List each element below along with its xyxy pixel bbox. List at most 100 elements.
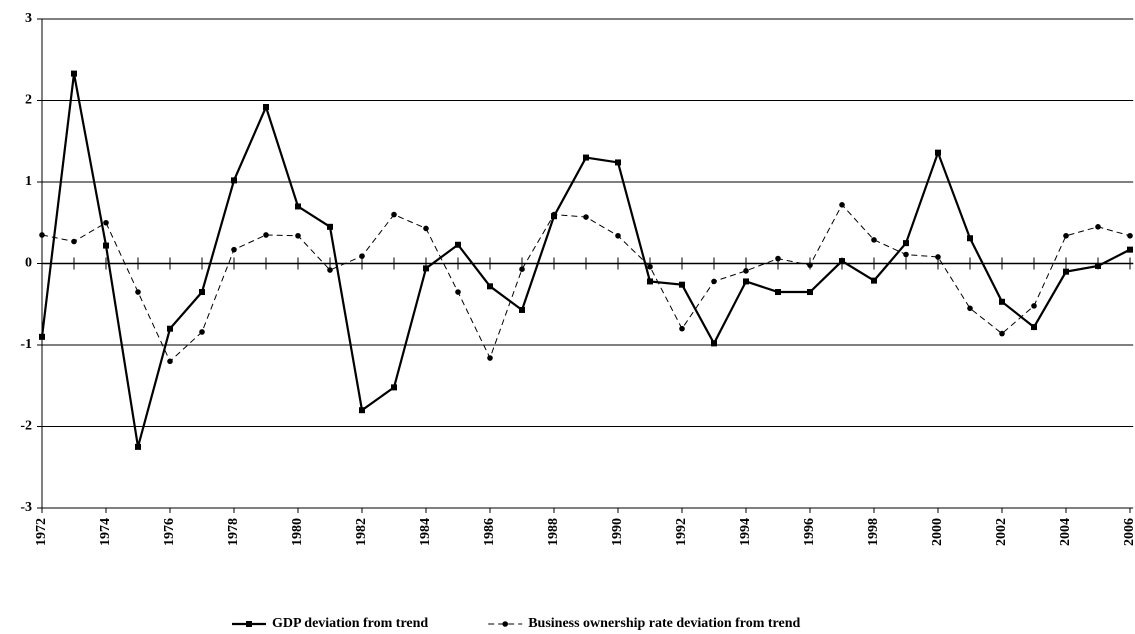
y-tick-label: -1 — [20, 337, 32, 352]
y-tick-label: -3 — [20, 500, 32, 515]
marker — [423, 265, 429, 272]
marker — [999, 330, 1005, 337]
marker — [455, 241, 461, 248]
marker — [135, 443, 141, 450]
legend-label: Business ownership rate deviation from t… — [528, 616, 800, 631]
marker — [967, 305, 973, 312]
marker — [871, 277, 877, 284]
marker — [487, 355, 493, 361]
marker — [423, 225, 429, 232]
x-tick-label: 1988 — [546, 518, 561, 546]
marker — [1063, 232, 1069, 239]
marker — [775, 289, 781, 296]
marker — [615, 232, 621, 239]
marker — [647, 278, 653, 285]
x-tick-label: 2002 — [994, 518, 1009, 546]
marker — [743, 278, 749, 285]
marker — [1031, 324, 1037, 331]
y-tick-label: 3 — [25, 11, 32, 26]
marker — [1127, 246, 1133, 253]
x-tick-label: 1972 — [34, 518, 49, 546]
marker — [935, 254, 941, 260]
x-tick-label: 1992 — [674, 518, 689, 546]
marker — [935, 149, 941, 156]
marker — [807, 262, 813, 268]
marker — [519, 266, 525, 273]
marker — [775, 255, 781, 262]
marker — [103, 242, 109, 249]
legend-item: GDP deviation from trend — [232, 616, 428, 631]
x-tick-label: 1980 — [290, 518, 305, 546]
marker — [231, 177, 237, 184]
marker — [359, 253, 365, 259]
marker — [583, 154, 589, 161]
marker — [295, 232, 301, 239]
x-tick-label: 1990 — [610, 518, 625, 546]
marker — [135, 289, 141, 295]
marker — [1095, 262, 1101, 269]
marker — [1063, 268, 1069, 275]
marker — [39, 232, 45, 238]
x-tick-label: 2006 — [1122, 518, 1135, 546]
marker — [903, 251, 909, 258]
marker — [711, 278, 717, 285]
marker — [967, 235, 973, 242]
marker — [263, 232, 269, 238]
marker — [999, 298, 1005, 305]
marker — [359, 407, 365, 414]
marker — [711, 340, 717, 347]
legend-marker — [502, 621, 509, 627]
marker — [263, 104, 269, 111]
x-tick-label: 1996 — [802, 518, 817, 546]
marker — [327, 223, 333, 230]
y-tick-label: -2 — [20, 419, 32, 434]
marker — [583, 214, 589, 220]
marker — [1095, 224, 1101, 230]
marker — [199, 329, 205, 335]
marker — [103, 219, 109, 226]
marker — [519, 306, 525, 313]
marker — [327, 267, 333, 273]
y-tick-label: 2 — [25, 93, 32, 108]
legend-marker — [246, 621, 252, 627]
marker — [551, 211, 557, 218]
marker — [199, 289, 205, 296]
marker — [295, 203, 301, 210]
marker — [839, 258, 845, 265]
marker — [167, 358, 173, 365]
x-tick-label: 1986 — [482, 518, 497, 546]
x-tick-label: 1976 — [162, 518, 177, 546]
legend-label: GDP deviation from trend — [272, 616, 428, 631]
marker — [71, 70, 77, 77]
marker — [679, 325, 685, 332]
x-tick-label: 1982 — [354, 518, 369, 546]
marker — [871, 237, 877, 243]
y-tick-label: 0 — [25, 256, 32, 271]
x-tick-label: 2004 — [1058, 518, 1073, 546]
marker — [391, 211, 397, 218]
x-tick-label: 1984 — [418, 518, 433, 546]
marker — [1127, 232, 1133, 239]
y-tick-label: 1 — [25, 174, 32, 189]
marker — [807, 289, 813, 296]
marker — [71, 238, 77, 245]
marker — [39, 333, 45, 340]
marker — [167, 325, 173, 332]
marker — [231, 246, 237, 253]
marker — [903, 240, 909, 247]
x-tick-label: 1998 — [866, 518, 881, 546]
marker — [1031, 303, 1037, 309]
marker — [391, 384, 397, 391]
marker — [839, 202, 845, 208]
marker — [743, 268, 749, 274]
marker — [679, 281, 685, 288]
marker — [647, 263, 653, 270]
x-tick-label: 1974 — [98, 518, 113, 546]
x-tick-label: 2000 — [930, 518, 945, 546]
x-tick-label: 1994 — [738, 518, 753, 546]
marker — [615, 159, 621, 166]
marker — [455, 289, 461, 295]
legend-item: Business ownership rate deviation from t… — [488, 616, 801, 631]
x-tick-label: 1978 — [226, 518, 241, 546]
